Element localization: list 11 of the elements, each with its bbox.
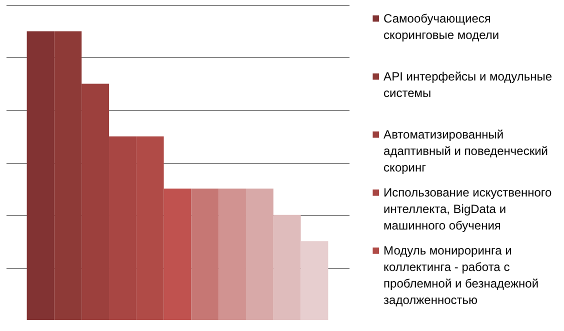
legend-label: Использование искуственного интеллекта, BigData и машинного обучения — [384, 186, 552, 233]
bar — [300, 241, 328, 320]
legend-label: Автоматизированный адаптивный и поведенческий скоринг — [384, 128, 548, 175]
bar — [164, 188, 192, 320]
legend-label: Самообучающиеся скоринговые модели — [384, 12, 500, 42]
bar — [273, 214, 301, 320]
bar — [191, 188, 219, 320]
legend-label: API интерфейсы и модульные системы — [384, 70, 552, 100]
legend-label: Модуль монироринга и коллектинга - работа с проблемной и безнадежной задолженностью — [384, 244, 539, 308]
bar — [218, 188, 246, 320]
bar — [246, 188, 274, 320]
